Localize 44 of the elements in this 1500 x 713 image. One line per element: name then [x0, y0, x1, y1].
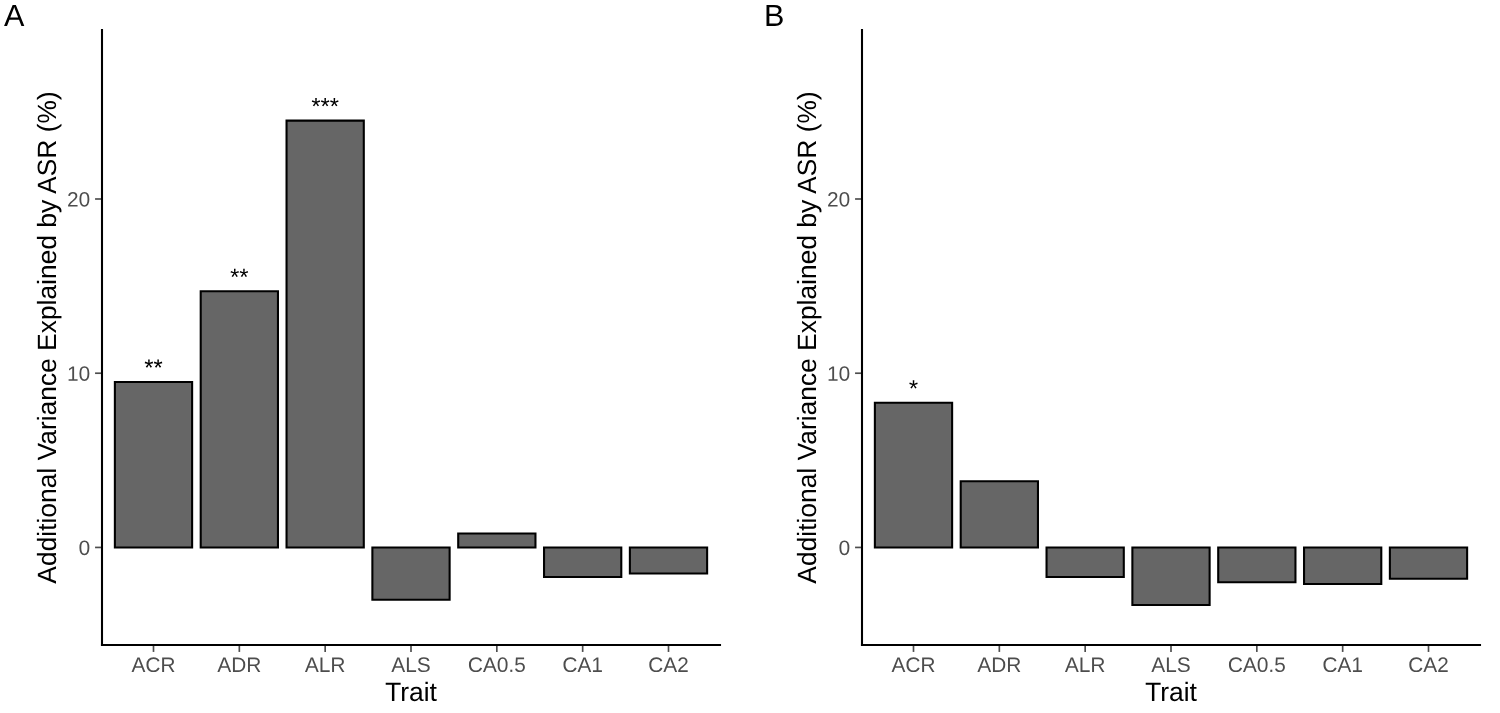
bar: [543, 546, 623, 579]
chart-title: B: [766, 4, 783, 26]
y-axis-title: Additional Variance Explained by ASR (%): [796, 92, 822, 584]
y-tick-label: 20: [828, 192, 850, 207]
x-tick-label: ALR: [304, 657, 345, 672]
bar: [113, 380, 194, 549]
bar: [1217, 546, 1297, 584]
x-tick-label: CA0.5: [1228, 657, 1285, 673]
x-tick-label: CA2: [1409, 657, 1448, 673]
x-tick-label: CA1: [563, 657, 602, 673]
bar: [1303, 546, 1383, 586]
bar: [457, 532, 537, 549]
x-tick-label: ALR: [1064, 657, 1105, 672]
y-tick-label: 0: [79, 540, 90, 556]
y-axis-title: Additional Variance Explained by ASR (%): [36, 92, 62, 584]
bar: [1388, 546, 1469, 580]
x-tick-label: ACR: [891, 657, 935, 673]
x-tick-label: ADR: [977, 657, 1021, 672]
annotation: ***: [311, 98, 339, 107]
y-tick-label: 20: [68, 192, 90, 207]
x-axis-title: Trait: [385, 681, 437, 702]
annotation: **: [230, 268, 249, 278]
x-tick-label: CA1: [1323, 657, 1362, 673]
annotation: *: [909, 380, 918, 389]
bar: [873, 401, 954, 549]
bar: [199, 290, 279, 549]
bar: [1131, 546, 1211, 606]
y-tick-label: 10: [68, 366, 90, 381]
bar: [285, 119, 365, 549]
y-tick-label: 10: [828, 366, 850, 381]
bar: [371, 546, 451, 601]
bar: [1045, 546, 1125, 579]
chart-title: A: [4, 4, 25, 26]
bar: [959, 480, 1039, 549]
x-tick-label: ALS: [391, 657, 430, 673]
bar: [628, 546, 709, 575]
x-axis-title: Trait: [1145, 681, 1197, 702]
x-tick-label: CA2: [649, 657, 688, 673]
x-tick-label: ACR: [131, 657, 175, 673]
x-tick-label: ALS: [1151, 657, 1190, 673]
annotation: **: [144, 359, 163, 368]
y-tick-label: 0: [839, 540, 850, 556]
x-tick-label: ADR: [217, 657, 261, 672]
x-tick-label: CA0.5: [468, 657, 525, 673]
